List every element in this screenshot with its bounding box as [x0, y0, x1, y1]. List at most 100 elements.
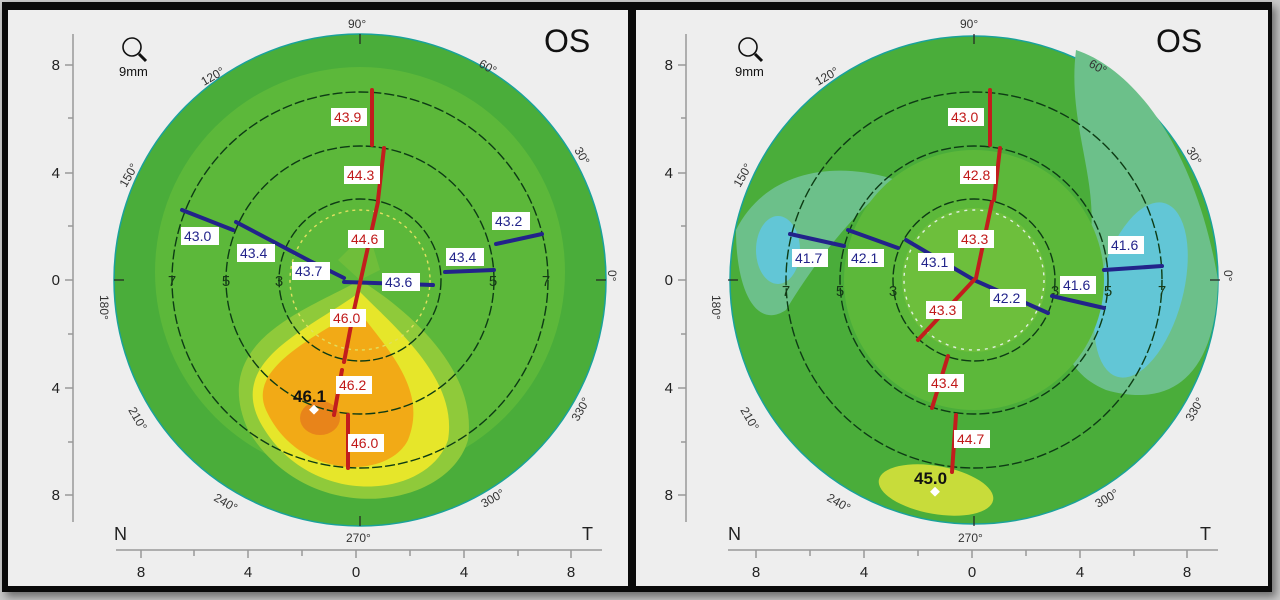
- ring-label: 5: [836, 283, 844, 300]
- x-axis: [116, 549, 602, 558]
- x-tick: 4: [460, 564, 468, 581]
- y-axis: [678, 34, 687, 522]
- angle-label: 180°: [97, 295, 111, 320]
- zone-rings: [171, 91, 549, 469]
- x-tick: 0: [968, 564, 976, 581]
- x-tick: 8: [137, 564, 145, 581]
- flat-meridian-labels: 43.0 43.4 43.7 43.6 43.4 43.2: [181, 212, 530, 291]
- x-tick: 4: [1076, 564, 1084, 581]
- angle-label: 240°: [212, 490, 241, 515]
- k-value: 43.7: [295, 263, 322, 279]
- ring-label: 7: [542, 273, 550, 290]
- ring-label: 3: [1051, 283, 1059, 300]
- k-value: 43.3: [961, 231, 988, 247]
- k-value: 43.4: [931, 375, 958, 391]
- ring-label: 7: [1158, 283, 1166, 300]
- angle-label: 180°: [709, 295, 723, 320]
- k-value: 43.4: [240, 245, 267, 261]
- x-axis: [728, 549, 1218, 558]
- angle-ticks: [728, 34, 1220, 526]
- k-value: 43.6: [385, 274, 412, 290]
- flat-meridian: [788, 228, 1164, 315]
- steep-meridian-labels: 43.0 42.8 43.3 43.3 43.4 44.7: [926, 108, 996, 448]
- topography-map-left: 8 4 0 4 8 8 4 0 4 8 9mm OS N T: [8, 10, 628, 586]
- zone-rings: [785, 91, 1163, 469]
- eye-label: OS: [544, 23, 590, 59]
- steep-meridian-labels: 43.9 44.3 44.6 46.0 46.2 46.0: [330, 108, 384, 452]
- y-tick: 0: [665, 272, 673, 289]
- temporal-label: T: [1200, 524, 1211, 544]
- k-value: 42.2: [993, 290, 1020, 306]
- x-tick: 8: [1183, 564, 1191, 581]
- magnifier-icon[interactable]: [738, 37, 764, 63]
- nasal-label: N: [114, 524, 127, 544]
- angle-label: 210°: [737, 405, 762, 434]
- angle-label: 90°: [960, 17, 978, 31]
- y-tick: 4: [665, 380, 673, 397]
- k-value: 44.6: [351, 231, 378, 247]
- y-axis: [65, 34, 74, 522]
- y-tick: 8: [665, 57, 673, 74]
- ring-numbers: 7 5 3 5 7: [168, 273, 550, 290]
- k-value: 46.0: [333, 310, 360, 326]
- y-tick: 8: [52, 487, 60, 504]
- k-value: 46.2: [339, 377, 366, 393]
- k-value: 41.7: [795, 250, 822, 266]
- ring-numbers: 7 5 3 3 5 7: [782, 283, 1166, 300]
- angle-label: 0°: [1221, 270, 1235, 282]
- ring-label: 7: [168, 273, 176, 290]
- k-value: 43.0: [951, 109, 978, 125]
- scale-label: 9mm: [119, 64, 148, 79]
- x-tick: 0: [352, 564, 360, 581]
- y-tick: 8: [52, 57, 60, 74]
- x-tick: 8: [752, 564, 760, 581]
- ring-label: 3: [889, 283, 897, 300]
- k-value: 42.8: [963, 167, 990, 183]
- temporal-label: T: [582, 524, 593, 544]
- ring-label: 5: [222, 273, 230, 290]
- k-value: 43.0: [184, 228, 211, 244]
- angle-label: 270°: [346, 531, 371, 545]
- magnifier-icon[interactable]: [122, 37, 148, 63]
- max-k-marker: [930, 486, 940, 497]
- angle-label: 0°: [605, 270, 619, 282]
- max-k-label: 45.0: [914, 469, 947, 488]
- k-value: 44.3: [347, 167, 374, 183]
- max-k-label: 46.1: [293, 387, 326, 406]
- x-tick: 4: [244, 564, 252, 581]
- k-value: 46.0: [351, 435, 378, 451]
- angle-label: 90°: [348, 17, 366, 31]
- ring-label: 5: [1104, 283, 1112, 300]
- y-tick: 0: [52, 272, 60, 289]
- ring-label: 7: [782, 283, 790, 300]
- k-value: 44.7: [957, 431, 984, 447]
- ring-label: 3: [275, 273, 283, 290]
- x-tick: 8: [567, 564, 575, 581]
- x-tick: 4: [860, 564, 868, 581]
- max-k-marker: [309, 404, 319, 415]
- k-value: 43.2: [495, 213, 522, 229]
- flat-meridian-labels: 41.7 42.1 43.1 42.2 41.6 41.6: [792, 236, 1144, 307]
- nasal-label: N: [728, 524, 741, 544]
- y-tick: 4: [52, 165, 60, 182]
- k-value: 43.3: [929, 302, 956, 318]
- k-value: 41.6: [1111, 237, 1138, 253]
- right-map-svg: 8 4 0 4 8 8 4 0 4 8 9mm OS N T: [665, 17, 1235, 581]
- k-value: 42.1: [851, 250, 878, 266]
- k-value: 43.9: [334, 109, 361, 125]
- eye-label: OS: [1156, 23, 1202, 59]
- angle-label: 270°: [958, 531, 983, 545]
- y-tick: 4: [665, 165, 673, 182]
- k-value: 43.4: [449, 249, 476, 265]
- topography-map-right: 8 4 0 4 8 8 4 0 4 8 9mm OS N T: [636, 10, 1268, 586]
- angle-label: 210°: [125, 405, 150, 434]
- angle-label: 240°: [825, 490, 854, 515]
- y-tick: 8: [665, 487, 673, 504]
- k-value: 41.6: [1063, 277, 1090, 293]
- scale-label: 9mm: [735, 64, 764, 79]
- ring-label: 5: [489, 273, 497, 290]
- left-map-svg: 8 4 0 4 8 8 4 0 4 8 9mm OS N T: [52, 17, 619, 581]
- angle-ticks: [114, 34, 606, 526]
- k-value: 43.1: [921, 254, 948, 270]
- y-tick: 4: [52, 380, 60, 397]
